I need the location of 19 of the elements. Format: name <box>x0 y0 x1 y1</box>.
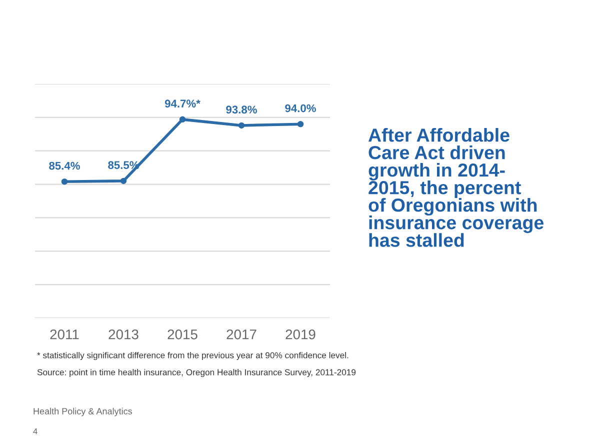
point <box>61 178 68 185</box>
data-label: 94.0% <box>285 104 316 112</box>
source-note: Source: point in time health insurance, Oregon Health Insurance Survey, 2011-2019 <box>37 368 356 378</box>
text: * statistically significant difference from the previous year at 90% confidence level. <box>37 352 348 360</box>
x-tick-label: 2017 <box>226 329 256 340</box>
x-tick-label: 2019 <box>286 329 316 340</box>
point <box>120 178 127 184</box>
x-tick-label: 2013 <box>108 329 138 340</box>
data-label: 85.4% <box>49 162 80 170</box>
x-tick-label: 2015 <box>168 329 198 340</box>
text: Health Policy & Analytics <box>34 408 132 416</box>
text: After Affordable Care Act driven growth in 2014- 2015, the percent of Oregonians with insurance coverage has stalled <box>368 128 544 247</box>
data-label: 93.8% <box>226 106 257 114</box>
text: 4 <box>33 428 38 434</box>
point <box>297 120 304 128</box>
point <box>179 116 186 123</box>
x-tick-label: 2011 <box>50 329 79 340</box>
data-label: 94.7%* <box>164 100 200 108</box>
point <box>238 122 245 129</box>
